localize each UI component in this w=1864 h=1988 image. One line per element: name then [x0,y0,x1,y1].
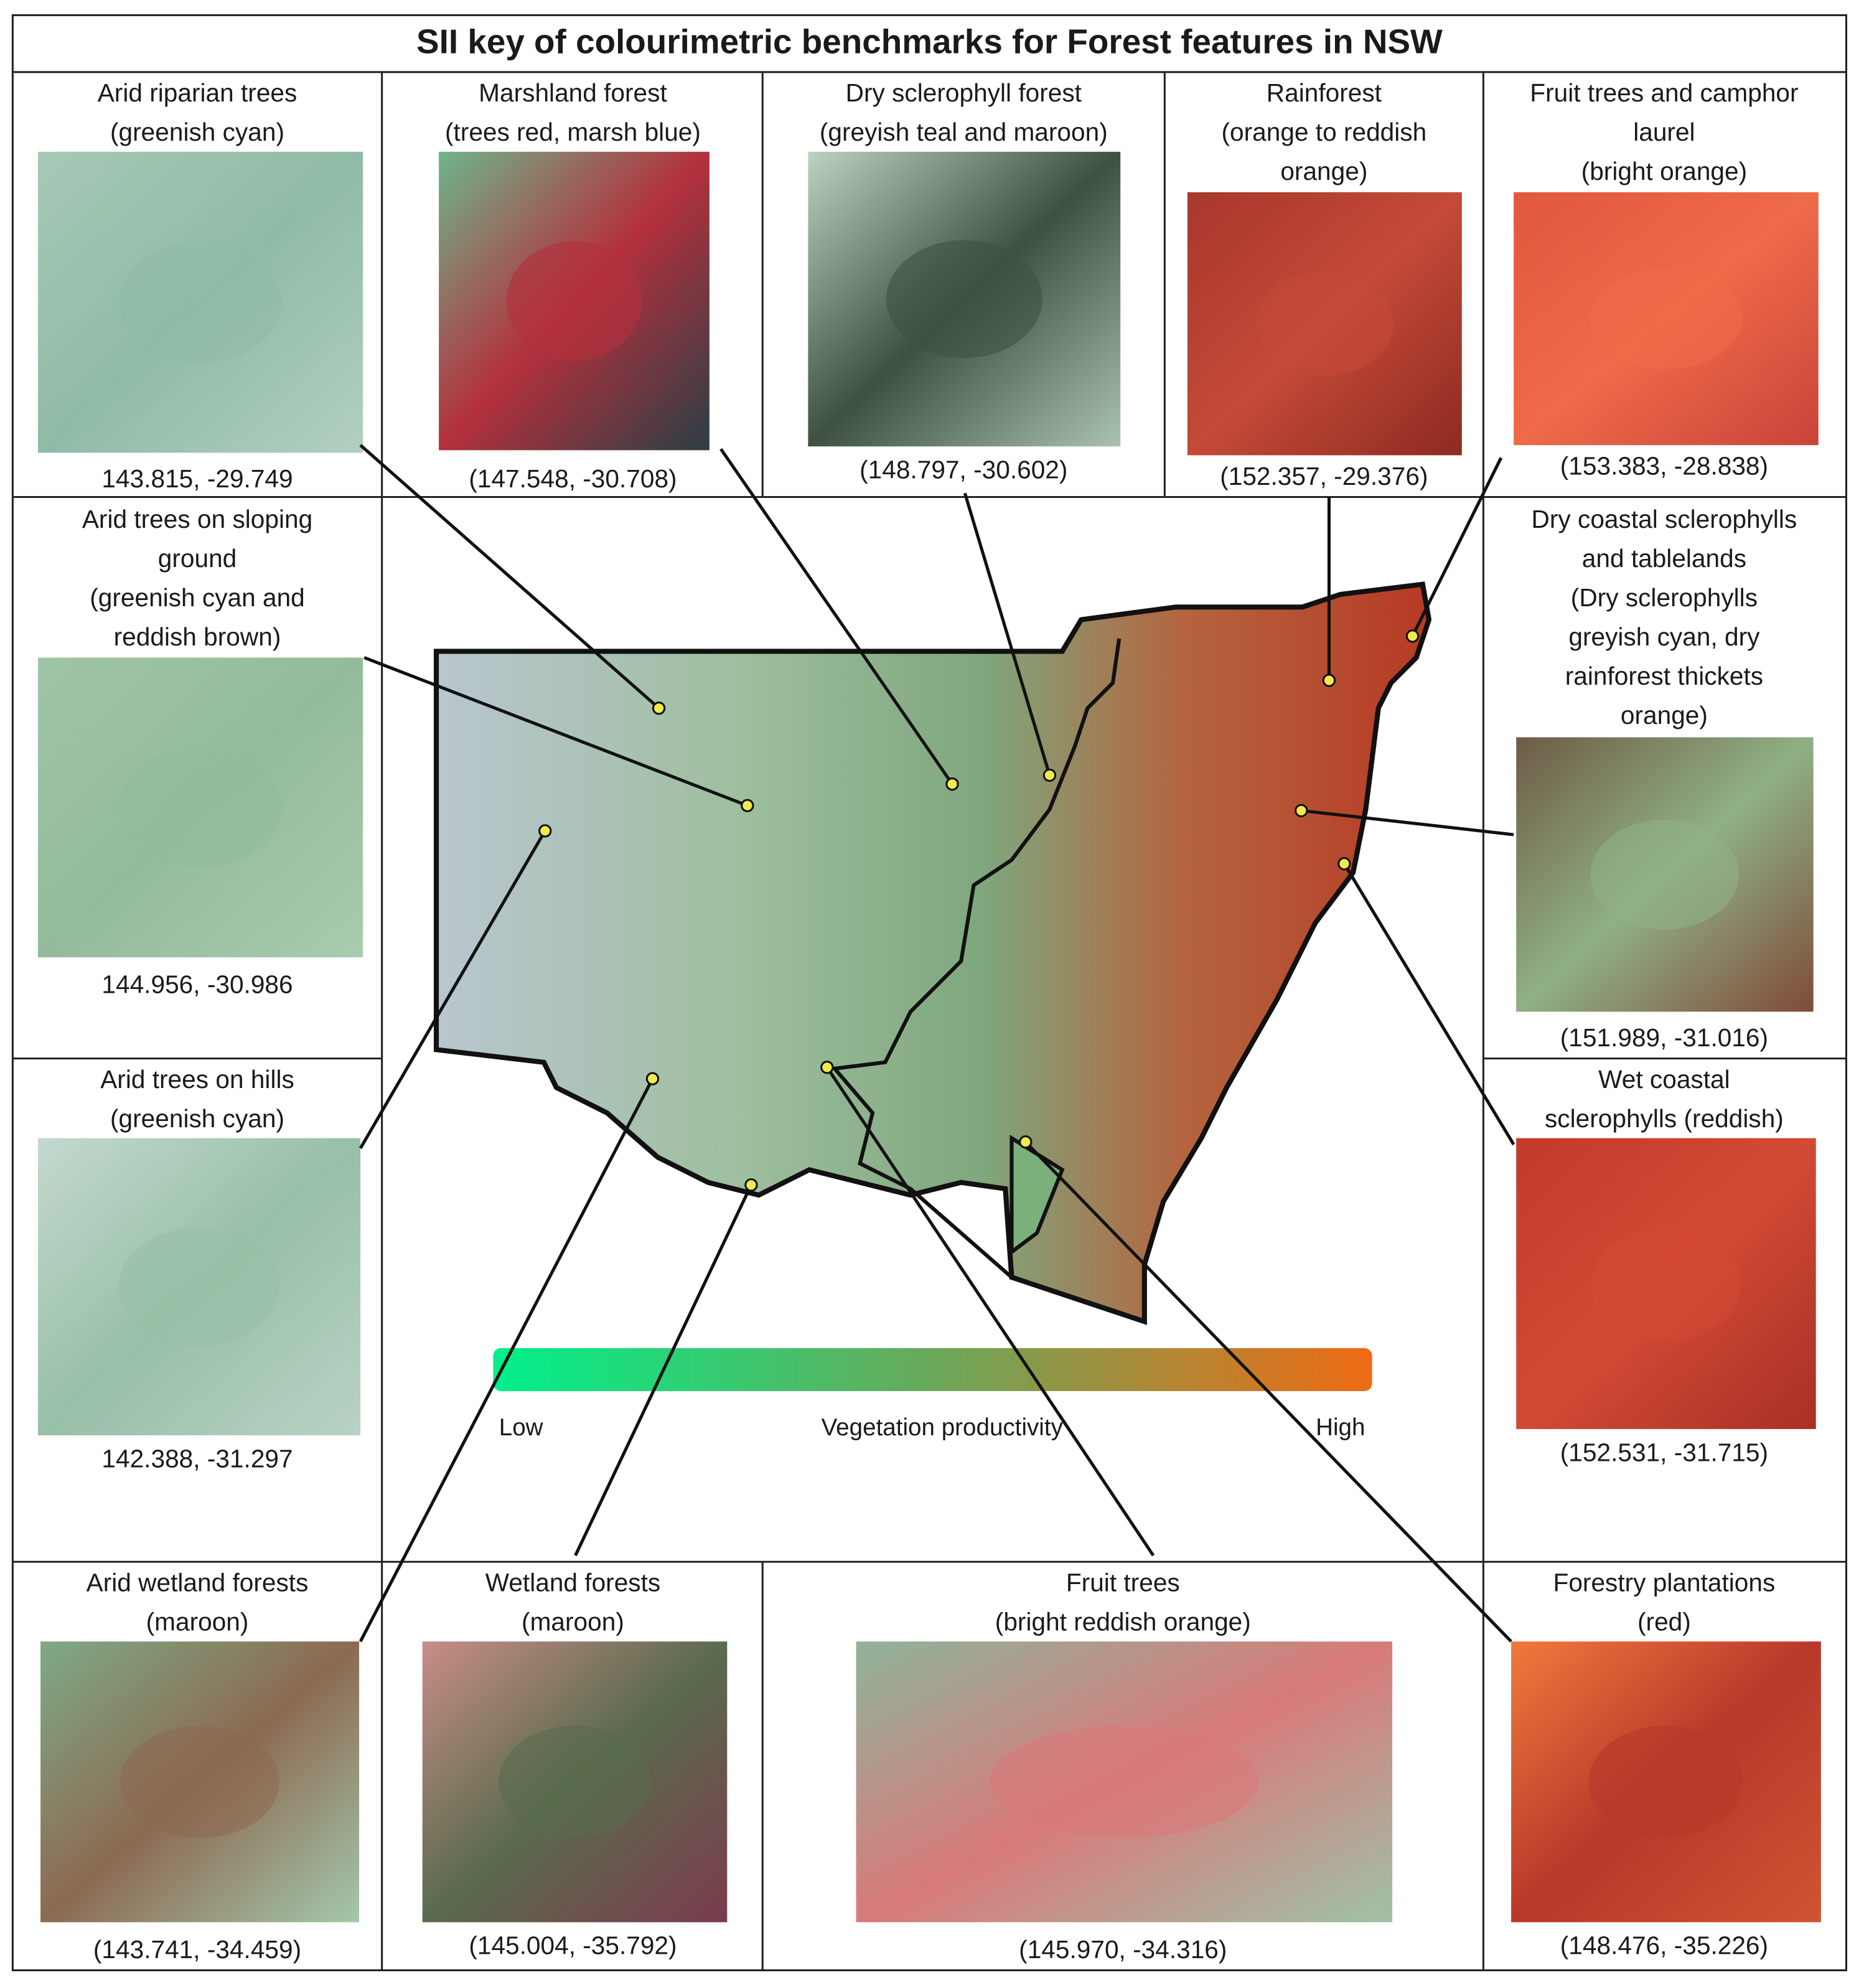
leader-line [363,656,748,807]
image-feature [1590,819,1740,930]
image-feature [1588,1725,1744,1839]
panel-label: Dry coastal sclerophylls [1532,505,1797,533]
nsw-outline [433,581,1432,1325]
colorbar-title: Vegetation productivity [822,1414,1064,1441]
leader-lines [358,444,1515,1643]
panel-label: (trees red, marsh blue) [445,118,701,146]
coordinate-label: 143.815, -29.749 [101,464,293,493]
region-boundary [831,638,1122,1279]
outer-border [11,14,1848,1972]
coordinate-label: (143.741, -34.459) [93,1935,301,1964]
coordinate-label: (145.004, -35.792) [469,1931,677,1960]
panel-label: (Dry sclerophylls [1571,583,1758,612]
image-feature [886,240,1042,359]
panel-label: Marshland forest [479,78,667,107]
leader-line [358,830,546,1150]
coordinate-label: (152.357, -29.376) [1220,462,1428,490]
coordinate-label: (151.989, -31.016) [1560,1023,1768,1052]
site-marker [1295,804,1308,818]
leader-line [1411,457,1503,637]
productivity-colorbar [493,1348,1372,1391]
image-feature [506,241,642,361]
panel-label: sclerophylls (reddish) [1545,1104,1784,1133]
leader-line [359,444,660,710]
leader-line [825,1066,1155,1557]
colorbar-high-label: High [1316,1414,1365,1441]
site-marker [652,701,666,715]
coordinate-label: (153.383, -28.838) [1560,452,1768,481]
site-marker [741,799,754,812]
panel-label: ground [158,544,237,573]
leader-line [963,492,1051,776]
panel-label: Arid wetland forests [87,1568,309,1597]
panel-label: greyish cyan, dry [1568,622,1760,651]
leader-line [1342,863,1515,1146]
panel-label: (greenish cyan) [110,1104,284,1133]
panel-label: (orange to reddish [1221,118,1426,146]
leader-line [574,1184,753,1557]
image-feature [120,1725,280,1839]
site-marker [945,777,959,791]
image-feature [499,1725,651,1839]
panel-label: Wetland forests [485,1568,661,1597]
site-marker [1337,857,1351,871]
image-feature [1590,268,1743,370]
panel-label: (greenish cyan and [90,583,305,612]
site-marker [1322,673,1336,687]
panel-label: (maroon) [146,1608,249,1636]
panel-label: and tablelands [1582,544,1746,573]
coordinate-label: (147.548, -30.708) [469,464,677,493]
site-marker [538,824,552,838]
panel-label: Arid riparian trees [98,78,297,107]
panel-label: Rainforest [1267,78,1382,107]
image-feature [1591,1225,1741,1342]
image-feature [119,748,282,868]
panel-grid [11,14,1848,1972]
panel-label: (red) [1637,1608,1691,1636]
site-marker [1042,768,1057,782]
panel-label: laurel [1633,118,1695,146]
panel-label: (maroon) [522,1608,624,1636]
panel-label: orange) [1280,157,1367,185]
panel-label: Fruit trees and camphor [1530,78,1798,107]
leader-line [1301,809,1514,837]
coordinate-label: 142.388, -31.297 [101,1444,293,1473]
nsw-map [433,581,1432,1325]
site-marker [820,1061,834,1074]
coordinate-label: (148.476, -35.226) [1560,1931,1768,1960]
panels: Arid riparian trees (greenish cyan) 143.81… [38,78,1821,1964]
colorbar-low-label: Low [499,1414,543,1441]
panel-label: rainforest thickets [1565,662,1763,690]
panel-label: (bright reddish orange) [995,1608,1251,1636]
panel-label: (greenish cyan) [110,118,284,146]
panel-label: (greyish teal and maroon) [820,118,1108,146]
panel-label: Arid trees on hills [100,1065,294,1094]
figure-title: SII key of colourimetric benchmarks for … [416,22,1443,61]
image-feature [118,1227,280,1346]
coordinate-label: (152.531, -31.715) [1560,1438,1768,1466]
panel-label: Dry sclerophyll forest [846,78,1082,107]
leader-line [358,1077,654,1643]
panel-label: (bright orange) [1581,157,1747,185]
panel-label: Wet coastal [1598,1065,1730,1094]
image-feature [990,1725,1258,1839]
coordinate-label: (145.970, -34.316) [1019,1935,1227,1964]
panel-label: Fruit trees [1066,1568,1180,1597]
panel-label: Arid trees on sloping [82,505,312,533]
panel-label: reddish brown) [114,622,281,651]
leader-line [719,448,954,785]
site-marker [744,1178,758,1192]
image-feature [119,241,282,363]
image-feature [1256,271,1393,377]
panel-label: Forestry plantations [1553,1568,1776,1597]
coordinate-label: (148.797, -30.602) [859,456,1067,484]
site-marker [1019,1135,1033,1149]
site-marker [1405,629,1420,643]
leader-line [1024,1140,1512,1643]
panel-label: orange) [1621,701,1708,729]
site-marker [645,1072,660,1085]
coordinate-label: 144.956, -30.986 [101,970,293,999]
